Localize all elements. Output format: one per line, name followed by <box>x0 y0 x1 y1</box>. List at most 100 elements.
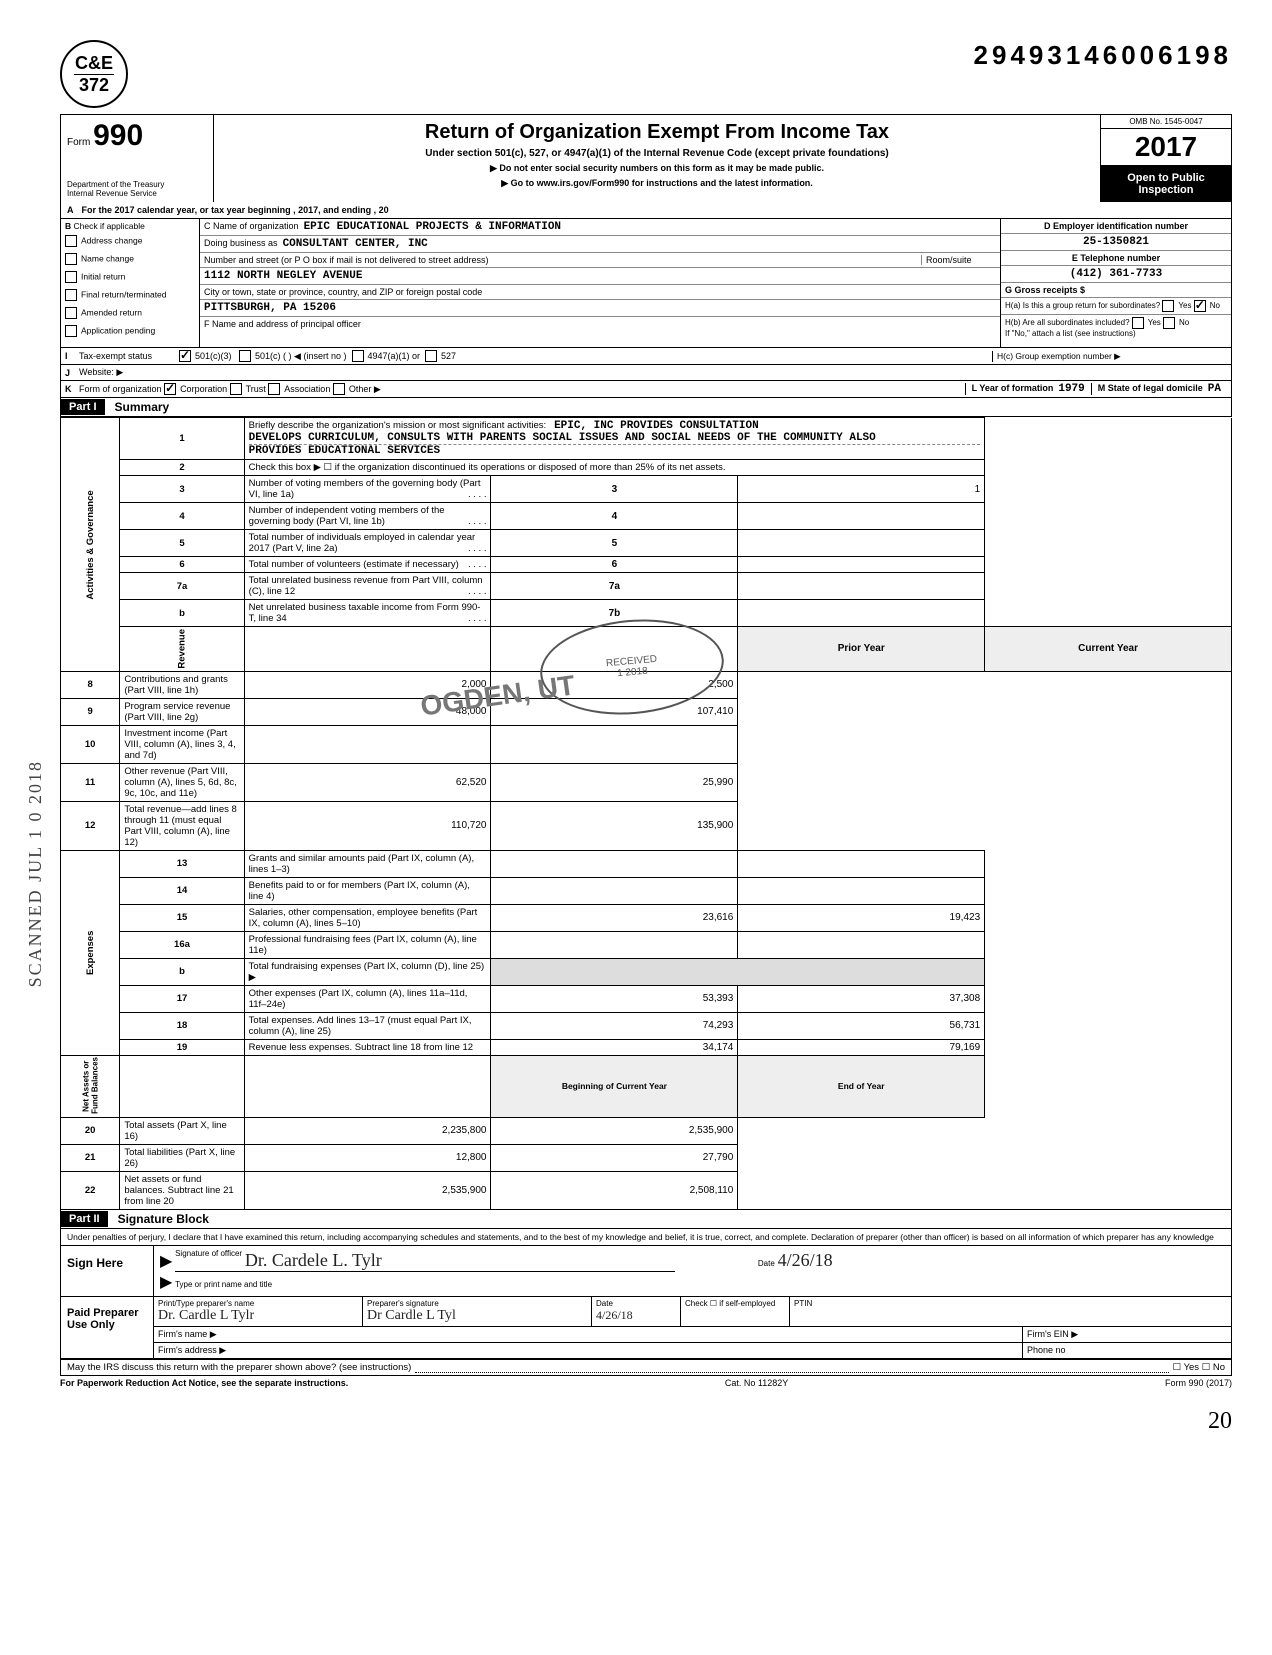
self-employed-label: Check ☐ if self-employed <box>681 1297 790 1326</box>
form-label: Form <box>67 137 90 148</box>
form-number: 990 <box>93 119 143 152</box>
cb-initial-return[interactable] <box>65 271 77 283</box>
officer-label: F Name and address of principal officer <box>204 319 361 329</box>
city-label: City or town, state or province, country… <box>204 287 482 297</box>
cat-no: Cat. No 11282Y <box>725 1378 788 1388</box>
firm-addr-label: Firm's address ▶ <box>154 1343 1022 1358</box>
dba-label: Doing business as <box>204 238 278 248</box>
tel-value: (412) 361-7733 <box>1070 268 1162 280</box>
side-governance: Activities & Governance <box>61 418 120 672</box>
cb-501c[interactable] <box>239 350 251 362</box>
exp-17-prior: 53,393 <box>491 985 738 1012</box>
firm-ein-label: Firm's EIN ▶ <box>1022 1327 1231 1342</box>
cb-527[interactable] <box>425 350 437 362</box>
exp-18-curr: 56,731 <box>738 1012 985 1039</box>
org-city: PITTSBURGH, PA 15206 <box>204 302 336 314</box>
exp-13-prior <box>491 850 738 877</box>
gov-line-4-val <box>738 503 985 530</box>
mission-1: EPIC, INC PROVIDES CONSULTATION <box>554 420 759 432</box>
line-k-label: Form of organization <box>79 384 162 394</box>
prior-year-header: Prior Year <box>738 627 985 672</box>
cb-4947[interactable] <box>352 350 364 362</box>
rev-8-desc: Contributions and grants (Part VIII, lin… <box>120 671 244 698</box>
pra-notice: For Paperwork Reduction Act Notice, see … <box>60 1378 348 1388</box>
exp-16a-curr <box>738 931 985 958</box>
line-2: Check this box ▶ ☐ if the organization d… <box>244 460 984 476</box>
cb-assoc[interactable] <box>268 383 280 395</box>
gov-line-5-val <box>738 530 985 557</box>
mission-2: DEVELOPS CURRICULUM, CONSULTS WITH PAREN… <box>249 432 980 445</box>
part2-title: Signature Block <box>108 1210 219 1228</box>
exp-19-prior: 34,174 <box>491 1039 738 1055</box>
mission-3: PROVIDES EDUCATIONAL SERVICES <box>249 445 440 457</box>
end-year-header: End of Year <box>738 1055 985 1117</box>
cb-address-change[interactable] <box>65 235 77 247</box>
line-j-label: Website: ▶ <box>79 367 123 378</box>
cb-hb-yes[interactable] <box>1132 317 1144 329</box>
cb-501c3[interactable] <box>179 350 191 362</box>
begin-year-header: Beginning of Current Year <box>491 1055 738 1117</box>
prep-signature: Dr Cardle L Tyl <box>367 1308 456 1323</box>
form-note1: ▶ Do not enter social security numbers o… <box>222 163 1092 174</box>
addr-label: Number and street (or P O box if mail is… <box>204 255 488 265</box>
form-subtitle: Under section 501(c), 527, or 4947(a)(1)… <box>222 148 1092 159</box>
current-year-header: Current Year <box>985 627 1232 672</box>
line-i-label: Tax-exempt status <box>79 351 179 361</box>
exp-15-prior: 23,616 <box>491 904 738 931</box>
exp-17-desc: Other expenses (Part IX, column (A), lin… <box>244 985 491 1012</box>
cb-app-pending[interactable] <box>65 325 77 337</box>
exp-14-prior <box>491 877 738 904</box>
rev-11-curr: 25,990 <box>491 763 738 801</box>
exp-19-curr: 79,169 <box>738 1039 985 1055</box>
cne-stamp: C&E 372 <box>60 40 128 108</box>
cb-trust[interactable] <box>230 383 242 395</box>
cb-ha-no[interactable] <box>1194 300 1206 312</box>
prep-name: Dr. Cardle L Tylr <box>158 1308 254 1323</box>
page-num: 20 <box>60 1408 1232 1435</box>
gov-line-5-desc: Total number of individuals employed in … <box>244 530 491 557</box>
rev-10-curr <box>491 725 738 763</box>
gov-line-7a-val <box>738 573 985 600</box>
rev-12-prior: 110,720 <box>244 801 491 850</box>
exp-16a-desc: Professional fundraising fees (Part IX, … <box>244 931 491 958</box>
cb-hb-no[interactable] <box>1163 317 1175 329</box>
col-b-label: Check if applicable <box>74 221 145 231</box>
phone-label: Phone no <box>1022 1343 1231 1358</box>
side-revenue: Revenue <box>120 627 244 672</box>
cb-name-change[interactable] <box>65 253 77 265</box>
exp-18-prior: 74,293 <box>491 1012 738 1039</box>
jurat-text: Under penalties of perjury, I declare th… <box>60 1229 1232 1246</box>
cb-final-return[interactable] <box>65 289 77 301</box>
exp-17-curr: 37,308 <box>738 985 985 1012</box>
cb-corp[interactable] <box>164 383 176 395</box>
rev-10-prior <box>244 725 491 763</box>
net-20-desc: Total assets (Part X, line 16) <box>120 1117 244 1144</box>
hb-label: H(b) Are all subordinates included? <box>1005 318 1130 327</box>
net-21-begin: 12,800 <box>244 1144 491 1171</box>
cb-amended[interactable] <box>65 307 77 319</box>
rev-11-prior: 62,520 <box>244 763 491 801</box>
org-name: EPIC EDUCATIONAL PROJECTS & INFORMATION <box>304 221 561 233</box>
ha-label: H(a) Is this a group return for subordin… <box>1005 301 1160 310</box>
net-21-end: 27,790 <box>491 1144 738 1171</box>
gov-line-6-desc: Total number of volunteers (estimate if … <box>244 557 491 573</box>
rev-12-curr: 135,900 <box>491 801 738 850</box>
side-netassets: Net Assets or Fund Balances <box>61 1055 120 1117</box>
cb-other[interactable] <box>333 383 345 395</box>
part1-title: Summary <box>105 398 180 416</box>
form-footer: Form 990 (2017) <box>1165 1378 1232 1388</box>
officer-signature: Dr. Cardele L. Tylr <box>245 1250 382 1270</box>
net-22-end: 2,508,110 <box>491 1171 738 1209</box>
type-name-label: Type or print name and title <box>175 1280 272 1289</box>
sig-date: 4/26/18 <box>778 1250 833 1270</box>
exp-14-curr <box>738 877 985 904</box>
org-address: 1112 NORTH NEGLEY AVENUE <box>204 270 362 282</box>
discuss-label: May the IRS discuss this return with the… <box>67 1362 411 1373</box>
exp-18-desc: Total expenses. Add lines 13–17 (must eq… <box>244 1012 491 1039</box>
net-20-end: 2,535,900 <box>491 1117 738 1144</box>
net-21-desc: Total liabilities (Part X, line 26) <box>120 1144 244 1171</box>
cb-ha-yes[interactable] <box>1162 300 1174 312</box>
rev-9-desc: Program service revenue (Part VIII, line… <box>120 698 244 725</box>
rev-11-desc: Other revenue (Part VIII, column (A), li… <box>120 763 244 801</box>
discuss-opts[interactable]: ☐ Yes ☐ No <box>1173 1362 1225 1373</box>
